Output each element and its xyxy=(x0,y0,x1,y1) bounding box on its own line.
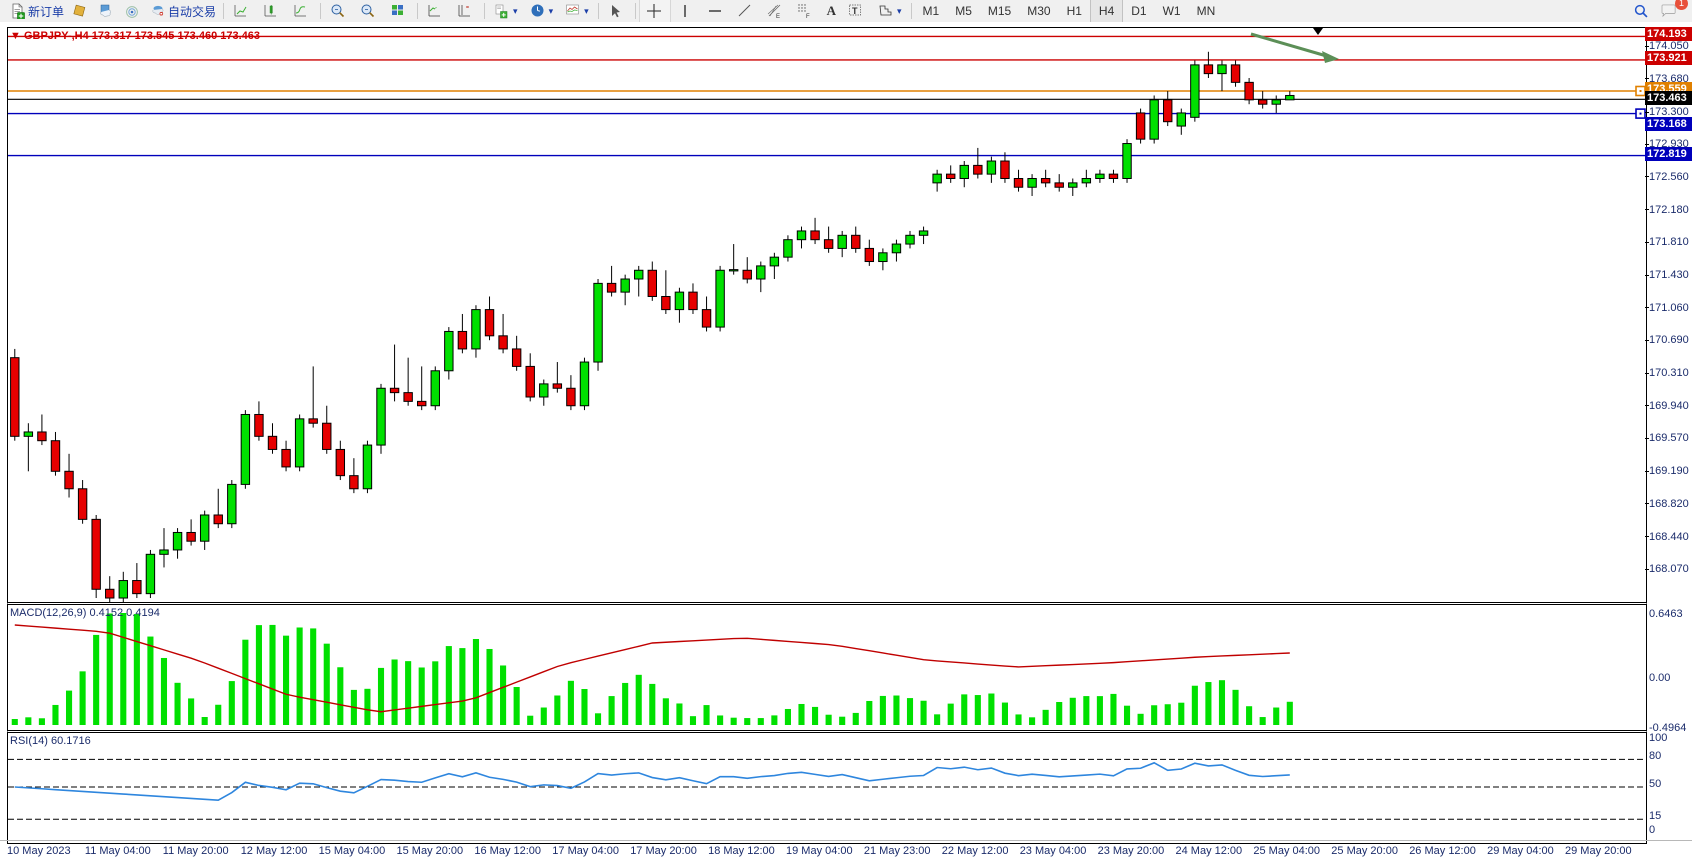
svg-text:E: E xyxy=(776,14,780,19)
svg-text:F: F xyxy=(806,14,810,19)
svg-text:T: T xyxy=(852,6,858,16)
